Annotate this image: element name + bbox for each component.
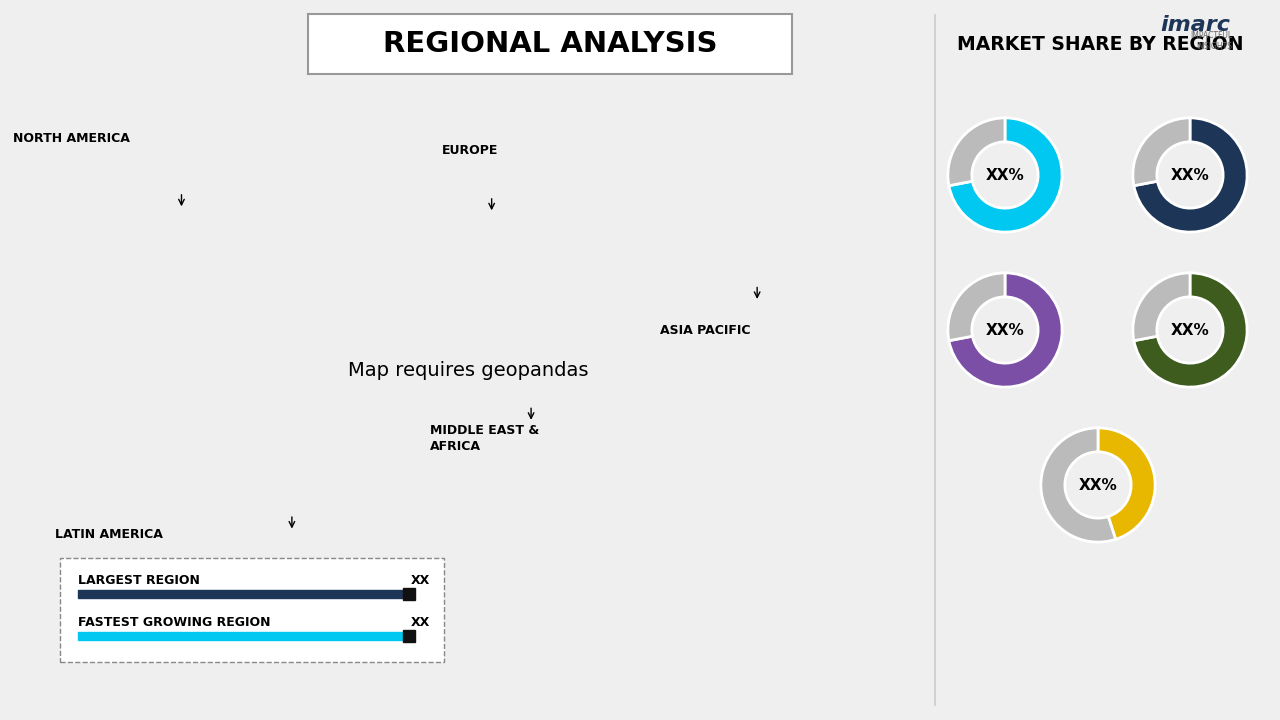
Text: XX: XX xyxy=(411,616,430,629)
Wedge shape xyxy=(1041,428,1116,542)
Wedge shape xyxy=(1133,118,1190,186)
Text: MARKET SHARE BY REGION: MARKET SHARE BY REGION xyxy=(956,35,1243,53)
Text: XX%: XX% xyxy=(986,323,1024,338)
FancyBboxPatch shape xyxy=(60,558,444,662)
Text: ASIA PACIFIC: ASIA PACIFIC xyxy=(660,323,750,336)
Bar xyxy=(403,630,415,642)
Text: LATIN AMERICA: LATIN AMERICA xyxy=(55,528,163,541)
Text: IMPACTFUL
INSIGHTS: IMPACTFUL INSIGHTS xyxy=(1190,30,1231,51)
Wedge shape xyxy=(1098,428,1155,539)
Text: LARGEST REGION: LARGEST REGION xyxy=(78,574,200,587)
Wedge shape xyxy=(948,273,1062,387)
Text: XX: XX xyxy=(411,574,430,587)
FancyBboxPatch shape xyxy=(308,14,792,74)
Text: EUROPE: EUROPE xyxy=(442,144,498,157)
Text: XX%: XX% xyxy=(1079,477,1117,492)
Wedge shape xyxy=(948,118,1062,232)
Text: MIDDLE EAST &: MIDDLE EAST & xyxy=(430,423,539,436)
Bar xyxy=(78,590,403,598)
Wedge shape xyxy=(948,118,1005,186)
Text: NORTH AMERICA: NORTH AMERICA xyxy=(13,132,131,145)
Text: REGIONAL ANALYSIS: REGIONAL ANALYSIS xyxy=(383,30,717,58)
Text: AFRICA: AFRICA xyxy=(430,439,481,452)
Bar xyxy=(403,588,415,600)
Text: XX%: XX% xyxy=(1171,323,1210,338)
Wedge shape xyxy=(1133,273,1190,341)
Text: imarc: imarc xyxy=(1160,15,1230,35)
Bar xyxy=(78,632,403,640)
Wedge shape xyxy=(948,273,1005,341)
Text: Map requires geopandas: Map requires geopandas xyxy=(348,361,589,379)
Text: XX%: XX% xyxy=(1171,168,1210,182)
Text: XX%: XX% xyxy=(986,168,1024,182)
Wedge shape xyxy=(1134,118,1247,232)
Text: FASTEST GROWING REGION: FASTEST GROWING REGION xyxy=(78,616,270,629)
Wedge shape xyxy=(1134,273,1247,387)
